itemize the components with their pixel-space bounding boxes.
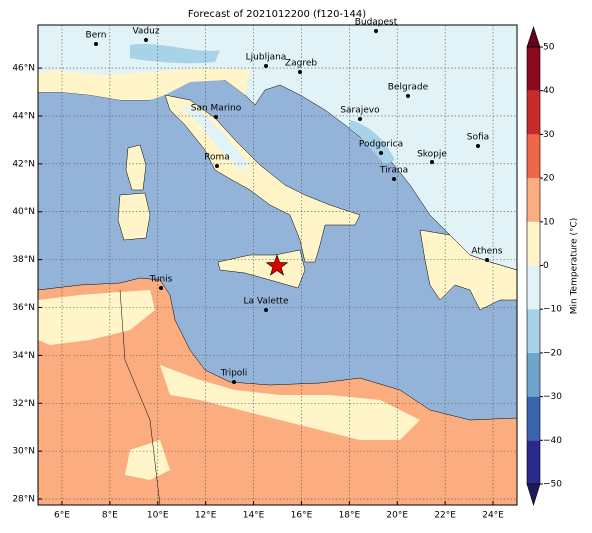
x-tick-label: 10°E bbox=[147, 511, 169, 521]
x-tick-label: 22°E bbox=[434, 511, 456, 521]
city-dot bbox=[476, 144, 480, 148]
colorbar-under bbox=[526, 483, 541, 507]
colorbar-tick-label: 40 bbox=[543, 86, 555, 96]
colorbar-band bbox=[527, 47, 540, 91]
desert-cool bbox=[125, 440, 170, 480]
colorbar: −50 −40 −30 −20 −10 0 10 20 30 40 50 bbox=[526, 26, 562, 507]
alps bbox=[130, 43, 220, 64]
dinaric bbox=[350, 120, 395, 165]
greece bbox=[419, 229, 518, 311]
colorbar-band bbox=[527, 134, 540, 179]
city-label: Bern bbox=[86, 31, 107, 41]
corsica bbox=[125, 144, 147, 191]
city-label: Tripoli bbox=[220, 369, 248, 379]
coast-cool bbox=[160, 365, 420, 440]
city-label: Tunis bbox=[149, 275, 173, 285]
city-label: Budapest bbox=[355, 18, 398, 28]
city-label: Sofia bbox=[467, 133, 489, 143]
city-label: Sarajevo bbox=[340, 106, 380, 116]
colorbar-over bbox=[526, 26, 541, 48]
city-dot bbox=[264, 308, 268, 312]
y-tick-label: 28°N bbox=[12, 495, 35, 505]
city-dot bbox=[94, 42, 98, 46]
colorbar-tick-label: 30 bbox=[543, 130, 555, 140]
city-dot bbox=[298, 70, 302, 74]
colorbar-tick-label: 50 bbox=[543, 43, 555, 53]
city-label: Tirana bbox=[379, 166, 408, 176]
city-dot bbox=[159, 286, 163, 290]
po-valley bbox=[38, 68, 250, 100]
x-tick-label: 18°E bbox=[339, 511, 361, 521]
colorbar-tick-label: −40 bbox=[543, 436, 562, 446]
y-tick-label: 30°N bbox=[12, 447, 35, 457]
colorbar-band bbox=[527, 178, 540, 222]
city-dot bbox=[232, 380, 236, 384]
x-tick-label: 8°E bbox=[102, 511, 118, 521]
y-tick-label: 36°N bbox=[12, 303, 35, 313]
x-tick-label: 6°E bbox=[54, 511, 70, 521]
city-label: Vaduz bbox=[132, 27, 159, 37]
grid: 6°E 8°E 10°E 12°E 14°E 16°E 18°E 20°E 22°E 24°E 28… bbox=[12, 25, 517, 521]
city-label: La Valette bbox=[244, 297, 289, 307]
city-label: Ljubljana bbox=[246, 53, 287, 63]
city-label: San Marino bbox=[191, 104, 242, 114]
colorbar-tick-label: −20 bbox=[543, 348, 562, 358]
x-tick-label: 14°E bbox=[243, 511, 265, 521]
colorbar-band bbox=[527, 265, 540, 310]
y-tick-label: 42°N bbox=[12, 159, 35, 169]
apennines bbox=[180, 105, 250, 170]
city-dot bbox=[358, 117, 362, 121]
city-dot bbox=[430, 160, 434, 164]
city-dot bbox=[214, 115, 218, 119]
colorbar-band bbox=[527, 352, 540, 397]
city-dot bbox=[215, 164, 219, 168]
city-label: Zagreb bbox=[285, 59, 317, 69]
africa-cool bbox=[38, 290, 155, 345]
event-star bbox=[265, 254, 289, 276]
city-dot bbox=[485, 258, 489, 262]
y-tick-label: 40°N bbox=[12, 207, 35, 217]
colorbar-tick-label: −30 bbox=[543, 392, 562, 402]
colorbar-tick-label: 20 bbox=[543, 174, 555, 184]
x-tick-label: 12°E bbox=[195, 511, 217, 521]
colorbar-band bbox=[527, 440, 540, 484]
colorbar-band bbox=[527, 396, 540, 441]
city-label: Athens bbox=[471, 247, 502, 257]
colorbar-tick-label: −50 bbox=[543, 480, 562, 490]
city-dot bbox=[264, 64, 268, 68]
colorbar-tick-label: −10 bbox=[543, 305, 562, 315]
map-title: Forecast of 2021012200 (f120-144) bbox=[188, 9, 366, 20]
colorbar-tick-label: 0 bbox=[543, 261, 549, 271]
city-dot bbox=[379, 151, 383, 155]
city-label: Podgorica bbox=[359, 140, 403, 150]
y-tick-label: 46°N bbox=[12, 64, 35, 74]
x-tick-label: 16°E bbox=[291, 511, 313, 521]
y-tick-label: 34°N bbox=[12, 351, 35, 361]
city-dot bbox=[392, 177, 396, 181]
colorbar-tick-label: 10 bbox=[543, 217, 555, 227]
colorbar-label: Min Temperature (°C) bbox=[570, 218, 580, 315]
x-tick-label: 20°E bbox=[386, 511, 408, 521]
border bbox=[119, 289, 161, 506]
city-dot bbox=[374, 29, 378, 33]
cities: Bern Vaduz Budapest Ljubljana Zagreb Bel… bbox=[86, 18, 503, 384]
city-label: Roma bbox=[204, 153, 230, 163]
y-tick-label: 32°N bbox=[12, 399, 35, 409]
y-tick-label: 44°N bbox=[12, 111, 35, 121]
city-dot bbox=[406, 94, 410, 98]
x-tick-label: 24°E bbox=[482, 511, 504, 521]
colorbar-band bbox=[527, 309, 540, 353]
colorbar-band bbox=[527, 90, 540, 135]
y-tick-label: 38°N bbox=[12, 255, 35, 265]
city-label: Skopje bbox=[417, 150, 447, 160]
city-dot bbox=[144, 38, 148, 42]
map-area bbox=[37, 24, 518, 506]
map-frame bbox=[37, 24, 518, 506]
colorbar-band bbox=[527, 221, 540, 266]
sardinia bbox=[117, 192, 151, 241]
city-label: Belgrade bbox=[388, 83, 429, 93]
